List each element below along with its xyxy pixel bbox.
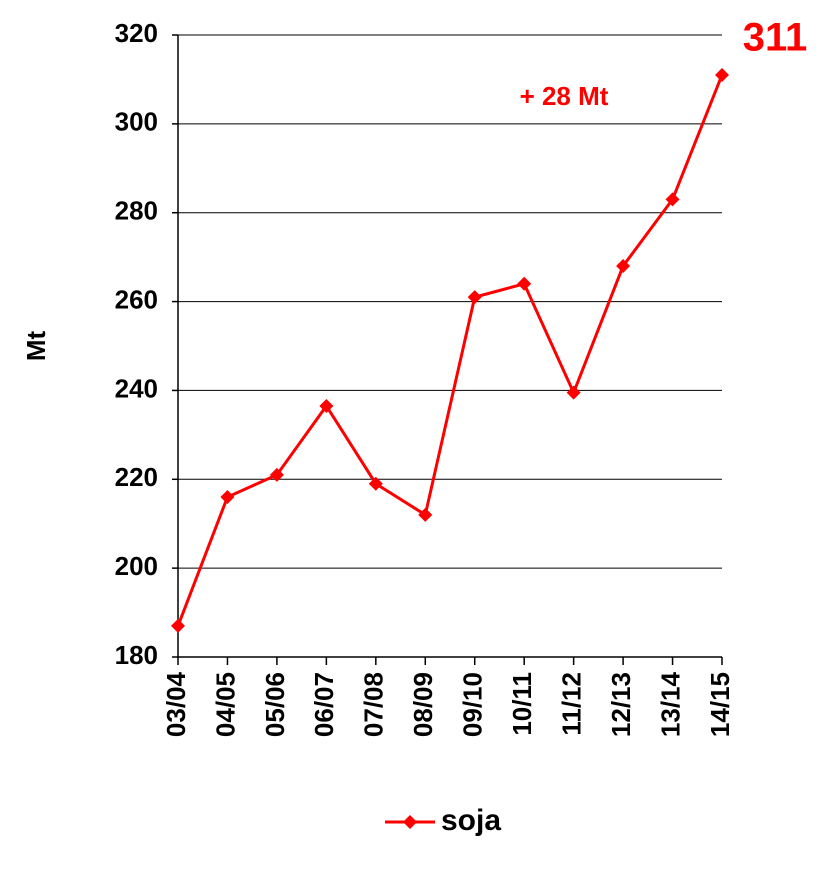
legend-marker: [403, 815, 417, 829]
marker: [665, 192, 680, 207]
y-tick-label: 300: [115, 107, 158, 137]
y-tick-label: 240: [115, 373, 158, 403]
y-tick-label: 280: [115, 196, 158, 226]
legend-label: soja: [441, 804, 501, 837]
x-tick-label: 05/06: [260, 672, 290, 737]
y-tick-label: 320: [115, 18, 158, 48]
y-tick-label: 180: [115, 640, 158, 670]
y-axis-label: Mt: [21, 331, 51, 362]
marker: [368, 476, 383, 491]
marker: [467, 290, 482, 305]
marker: [566, 385, 581, 400]
x-tick-label: 11/12: [557, 672, 587, 736]
marker: [220, 490, 235, 505]
y-tick-label: 220: [115, 462, 158, 492]
marker: [517, 276, 532, 291]
annotation: + 28 Mt: [520, 81, 609, 111]
x-tick-label: 14/15: [705, 672, 735, 737]
x-tick-label: 08/09: [408, 672, 438, 737]
x-tick-label: 03/04: [161, 671, 191, 737]
annotation: 311: [743, 16, 808, 60]
x-tick-label: 07/08: [359, 672, 389, 737]
x-tick-label: 10/11: [507, 672, 537, 736]
x-tick-label: 09/10: [458, 672, 488, 737]
marker: [269, 467, 284, 482]
marker: [715, 67, 729, 82]
y-tick-label: 200: [115, 551, 158, 581]
marker: [418, 507, 433, 522]
marker: [616, 259, 631, 274]
marker: [171, 618, 185, 633]
x-tick-label: 04/05: [210, 672, 240, 737]
x-tick-label: 13/14: [655, 671, 685, 737]
marker: [319, 398, 334, 413]
line: [176, 74, 724, 627]
x-tick-label: 06/07: [309, 672, 339, 737]
y-tick-label: 260: [115, 284, 158, 314]
x-tick-label: 12/13: [606, 672, 636, 737]
